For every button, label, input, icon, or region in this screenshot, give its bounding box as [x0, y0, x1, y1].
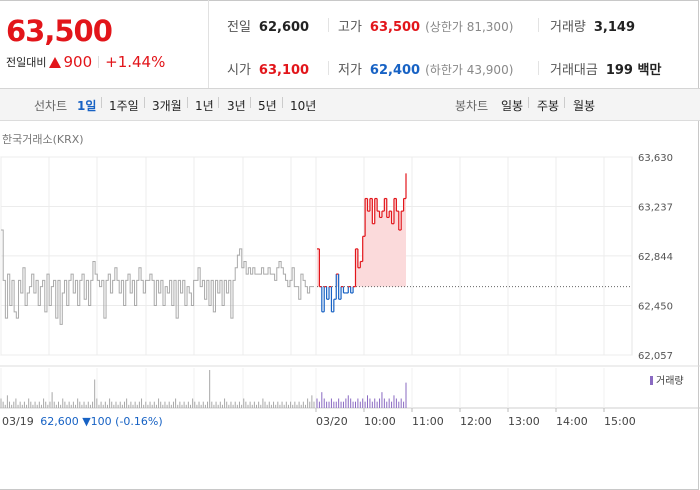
down-triangle-icon: ▼ — [82, 415, 91, 428]
prev-day-info: 03/19 62,600 ▼100 (-0.16%) — [2, 415, 163, 428]
x-tick-label: 10:00 — [364, 415, 396, 428]
tab-10y[interactable]: 10년 — [290, 99, 317, 113]
divider — [538, 18, 539, 32]
x-tick-label: 15:00 — [604, 415, 636, 428]
y-tick-label: 62,844 — [638, 252, 673, 263]
divider — [282, 97, 283, 108]
tab-1w[interactable]: 1주일 — [109, 99, 139, 113]
tab-5y[interactable]: 5년 — [258, 99, 277, 113]
divider — [538, 61, 539, 75]
stat-open: 시가 63,100 — [227, 63, 310, 78]
y-tick-label: 63,630 — [638, 153, 673, 164]
tab-daily-candle[interactable]: 일봉 — [501, 99, 524, 113]
price-change: 전일대비 900 +1.44% — [6, 53, 165, 71]
divider — [144, 97, 145, 108]
change-label: 전일대비 — [6, 56, 47, 69]
x-tick-label: 12:00 — [460, 415, 492, 428]
x-tick-label: 03/20 — [316, 415, 348, 428]
divider — [328, 61, 329, 75]
tab-3y[interactable]: 3년 — [227, 99, 246, 113]
series-prev-day — [1, 229, 314, 325]
volume-legend: 거래량 — [650, 372, 684, 387]
divider — [250, 97, 251, 108]
prev-price: 62,600 — [40, 415, 79, 428]
period-tabs: 선차트 1일 1주일 3개월 1년 3년 5년 10년 봉차트 일봉 주봉 월봉 — [0, 89, 700, 121]
change-amount: 900 — [63, 53, 93, 71]
price-summary: 63,500 전일대비 900 +1.44% 전일 62,600 고가 63,500… — [0, 0, 700, 89]
x-tick-label: 13:00 — [508, 415, 540, 428]
stat-high: 고가 63,500 (상한가 81,300) — [338, 20, 514, 35]
series-today-fill — [317, 173, 406, 287]
x-tick-label: 14:00 — [556, 415, 588, 428]
stat-low: 저가 62,400 (하한가 43,900) — [338, 63, 514, 78]
tab-weekly-candle[interactable]: 주봉 — [537, 99, 560, 113]
change-rate: +1.44% — [105, 53, 166, 71]
y-tick-label: 62,450 — [638, 302, 673, 313]
y-tick-label: 62,057 — [638, 351, 673, 362]
divider — [101, 97, 102, 108]
y-tick-label: 63,237 — [638, 202, 673, 213]
divider — [98, 56, 100, 68]
exchange-label: 한국거래소(KRX) — [2, 133, 84, 146]
divider — [528, 97, 529, 108]
stat-trading-value: 거래대금 199 백만 — [550, 63, 662, 78]
stat-volume: 거래량 3,149 — [550, 20, 636, 35]
tab-monthly-candle[interactable]: 월봉 — [573, 99, 596, 113]
tab-3m[interactable]: 3개월 — [152, 99, 182, 113]
current-price: 63,500 — [6, 14, 113, 48]
prev-date: 03/19 — [2, 415, 34, 428]
tab-1y[interactable]: 1년 — [195, 99, 214, 113]
x-tick-label: 11:00 — [412, 415, 444, 428]
up-triangle-icon — [49, 56, 62, 68]
prev-rate: (-0.16%) — [115, 415, 163, 428]
divider — [564, 97, 565, 108]
divider — [187, 97, 188, 108]
divider — [218, 97, 219, 108]
prev-change: 100 — [90, 415, 112, 428]
candle-chart-label: 봉차트 — [455, 99, 489, 113]
stat-prev-close: 전일 62,600 — [227, 20, 310, 35]
divider — [328, 18, 329, 32]
tab-1d[interactable]: 1일 — [77, 99, 97, 113]
volume-legend-swatch — [650, 376, 653, 385]
line-chart-label: 선차트 — [34, 99, 68, 113]
current-price-box: 63,500 전일대비 900 +1.44% — [0, 0, 209, 88]
